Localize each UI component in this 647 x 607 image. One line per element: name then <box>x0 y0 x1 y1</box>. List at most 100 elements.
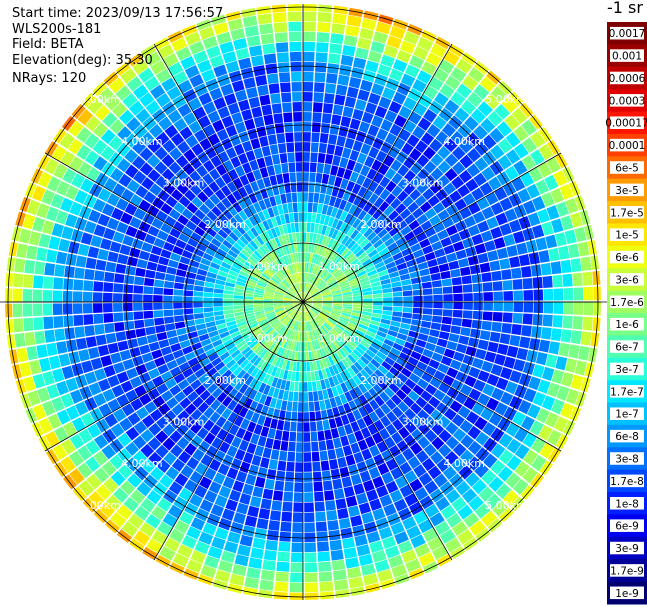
beta-sector-cell <box>211 536 226 550</box>
beta-sector-cell <box>467 255 479 266</box>
beta-sector-cell <box>513 302 524 313</box>
beta-sector-cell <box>233 512 246 525</box>
beta-sector-cell <box>68 120 84 137</box>
beta-sector-cell <box>288 288 296 296</box>
beta-sector-cell <box>199 237 211 247</box>
beta-sector-cell <box>322 307 332 311</box>
beta-sector-cell <box>315 244 322 255</box>
beta-sector-cell <box>179 256 191 265</box>
beta-sector-cell <box>322 306 332 310</box>
beta-sector-cell <box>310 288 318 296</box>
beta-sector-cell <box>480 407 494 421</box>
beta-sector-cell <box>355 329 366 337</box>
beta-sector-cell <box>177 333 189 343</box>
beta-sector-cell <box>383 503 397 517</box>
beta-sector-cell <box>134 505 150 521</box>
beta-sector-cell <box>550 328 562 342</box>
beta-sector-cell <box>266 229 275 240</box>
beta-sector-cell <box>298 212 303 222</box>
beta-sector-cell <box>244 183 254 195</box>
beta-sector-cell <box>265 437 274 449</box>
beta-sector-cell <box>161 168 175 182</box>
beta-sector-cell <box>235 47 250 60</box>
beta-sector-cell <box>93 122 109 138</box>
beta-sector-cell <box>157 497 172 512</box>
beta-sector-cell <box>445 421 459 435</box>
beta-sector-cell <box>345 495 358 508</box>
beta-sector-cell <box>523 289 534 301</box>
beta-sector-cell <box>400 367 412 378</box>
beta-sector-cell <box>328 196 337 207</box>
beta-sector-cell <box>178 195 191 208</box>
beta-sector-cell <box>492 311 503 322</box>
beta-sector-cell <box>299 293 303 301</box>
beta-sector-cell <box>50 193 65 209</box>
beta-sector-cell <box>250 227 259 238</box>
beta-sector-cell <box>37 171 53 188</box>
beta-sector-cell <box>93 392 107 407</box>
beta-sector-cell <box>213 22 229 35</box>
beta-sector-cell <box>242 140 253 153</box>
beta-sector-cell <box>156 459 171 474</box>
beta-sector-cell <box>413 302 423 308</box>
beta-sector-cell <box>314 278 322 287</box>
beta-sector-cell <box>228 489 242 502</box>
beta-sector-cell <box>303 182 309 192</box>
beta-sector-cell <box>372 476 385 489</box>
beta-sector-cell <box>233 213 244 225</box>
beta-sector-cell <box>286 265 293 275</box>
beta-sector-cell <box>295 462 303 472</box>
beta-sector-cell <box>236 502 249 515</box>
beta-sector-cell <box>562 315 573 329</box>
beta-sector-cell <box>404 214 416 225</box>
beta-sector-cell <box>265 63 278 75</box>
beta-sector-cell <box>203 160 215 173</box>
beta-sector-cell <box>500 367 513 380</box>
beta-sector-cell <box>305 272 308 283</box>
beta-sector-cell <box>163 295 173 302</box>
beta-sector-cell <box>370 40 385 54</box>
beta-sector-cell <box>153 279 165 288</box>
beta-sector-cell <box>208 481 222 494</box>
beta-sector-cell <box>441 278 452 287</box>
beta-sector-cell <box>65 253 78 266</box>
beta-sector-cell <box>471 233 484 246</box>
beta-sector-cell <box>265 341 274 351</box>
beta-sector-cell <box>359 277 370 284</box>
beta-sector-cell <box>365 245 376 255</box>
beta-sector-cell <box>313 92 324 103</box>
beta-sector-cell <box>443 302 453 309</box>
beta-sector-cell <box>451 414 465 427</box>
beta-sector-cell <box>37 154 51 170</box>
beta-sector-cell <box>334 395 343 407</box>
beta-sector-cell <box>338 517 351 530</box>
beta-sector-cell <box>311 132 320 143</box>
beta-sector-cell <box>422 527 439 543</box>
beta-sector-cell <box>317 314 326 322</box>
beta-sector-cell <box>303 462 312 472</box>
beta-sector-cell <box>426 123 441 138</box>
beta-sector-cell <box>124 203 138 216</box>
beta-sector-cell <box>335 84 348 96</box>
beta-sector-cell <box>362 291 373 296</box>
beta-sector-cell <box>409 55 425 69</box>
elevation-label: Elevation(deg): 35.30 <box>12 53 153 68</box>
beta-sector-cell <box>536 408 550 424</box>
beta-sector-cell <box>333 352 341 363</box>
beta-sector-cell <box>343 224 352 235</box>
beta-sector-cell <box>389 123 402 137</box>
beta-sector-cell <box>423 302 433 309</box>
beta-sector-cell <box>51 145 67 162</box>
beta-sector-cell <box>214 233 225 244</box>
beta-sector-cell <box>469 264 481 275</box>
beta-sector-cell <box>288 162 296 173</box>
beta-sector-cell <box>564 358 578 373</box>
beta-sector-cell <box>423 443 437 457</box>
beta-sector-cell <box>414 543 431 558</box>
beta-sector-cell <box>184 479 198 493</box>
beta-sector-cell <box>295 252 299 263</box>
beta-sector-cell <box>363 402 374 415</box>
beta-sector-cell <box>312 102 323 113</box>
beta-sector-cell <box>569 406 582 422</box>
beta-sector-cell <box>437 415 451 429</box>
